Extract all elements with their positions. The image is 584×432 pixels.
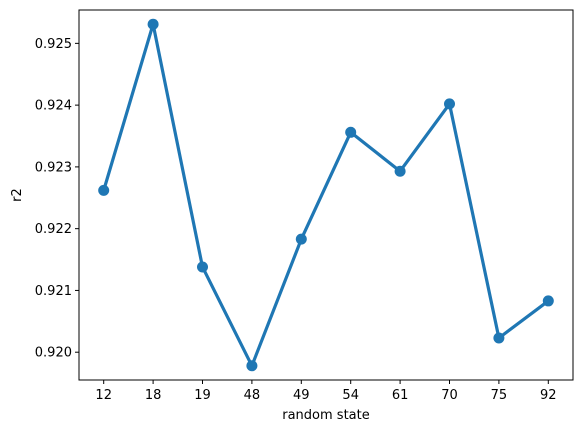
y-tick-label: 0.921	[35, 284, 72, 299]
x-axis: 12 18 19 48 49 54 61 70 75 92	[95, 380, 557, 403]
data-point	[444, 98, 455, 110]
y-tick-label: 0.924	[35, 99, 72, 114]
x-tick-label: 49	[293, 388, 310, 403]
x-tick-label: 75	[491, 388, 508, 403]
data-point	[295, 233, 307, 245]
data-point	[493, 332, 505, 344]
data-point	[345, 126, 357, 138]
data-point	[394, 165, 406, 177]
data-point	[246, 360, 258, 372]
x-tick-label: 70	[441, 388, 458, 403]
x-tick-label: 54	[342, 388, 359, 403]
x-tick-label: 12	[95, 388, 112, 403]
x-tick-label: 48	[244, 388, 261, 403]
y-axis: 0.920 0.921 0.922 0.923 0.924 0.925	[35, 37, 79, 361]
series-r2	[98, 18, 554, 372]
y-tick-label: 0.920	[35, 346, 72, 361]
y-tick-label: 0.922	[35, 222, 72, 237]
x-tick-label: 18	[145, 388, 162, 403]
y-axis-label: r2	[10, 188, 25, 202]
data-point	[542, 295, 554, 307]
series-line	[102, 22, 550, 368]
x-tick-label: 61	[392, 388, 409, 403]
x-axis-label: random state	[282, 408, 369, 423]
data-point	[147, 18, 159, 30]
data-point	[197, 261, 208, 273]
x-tick-label: 92	[540, 388, 557, 403]
y-tick-label: 0.925	[35, 37, 72, 52]
x-tick-label: 19	[194, 388, 211, 403]
data-point	[98, 184, 110, 196]
y-tick-label: 0.923	[35, 160, 72, 175]
plot-frame	[78, 9, 574, 381]
